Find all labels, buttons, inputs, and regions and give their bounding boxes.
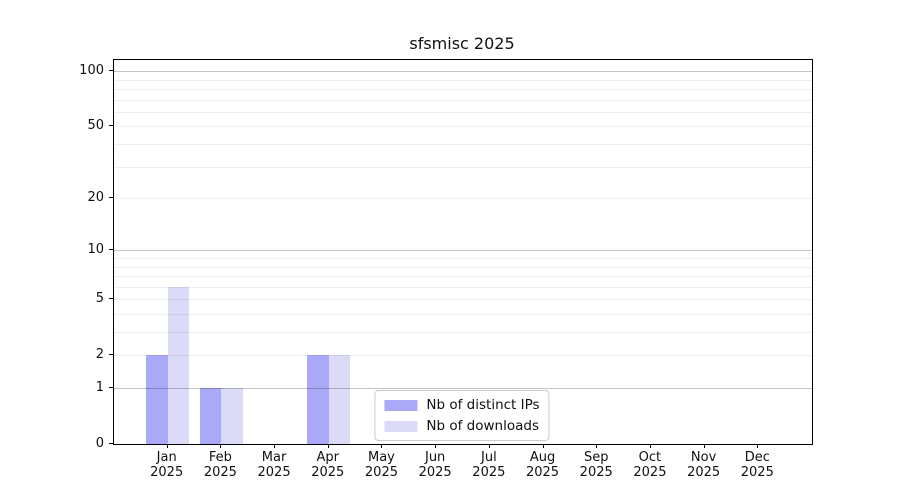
- x-tick-year-oct: 2025: [633, 465, 667, 480]
- legend-label-downloads: Nb of downloads: [426, 418, 539, 434]
- x-tick-mark-feb: [220, 444, 222, 448]
- x-tick-month-may: May: [368, 450, 395, 465]
- y-tick-mark-20: [109, 197, 113, 199]
- x-tick-label-may: May 2025: [351, 450, 411, 480]
- x-tick-year-dec: 2025: [740, 465, 774, 480]
- x-tick-mark-may: [381, 444, 383, 448]
- legend-row-downloads: Nb of downloads: [384, 418, 539, 434]
- bars-layer: [114, 60, 812, 444]
- bar-apr-distinct-ips: [307, 355, 329, 444]
- y-tick-label-5: 5: [95, 290, 104, 306]
- x-tick-year-nov: 2025: [687, 465, 721, 480]
- plot-area: [113, 59, 813, 445]
- y-tick-mark-50: [109, 125, 113, 127]
- x-tick-year-sep: 2025: [579, 465, 613, 480]
- y-tick-mark-10: [109, 249, 113, 251]
- y-tick-mark-100: [109, 70, 113, 72]
- x-tick-year-mar: 2025: [257, 465, 291, 480]
- x-tick-month-jun: Jun: [424, 450, 446, 465]
- x-tick-year-jul: 2025: [472, 465, 506, 480]
- x-tick-mark-nov: [703, 444, 705, 448]
- x-tick-label-oct: Oct 2025: [620, 450, 680, 480]
- x-tick-label-feb: Feb 2025: [190, 450, 250, 480]
- x-tick-year-may: 2025: [364, 465, 398, 480]
- y-tick-label-20: 20: [87, 189, 104, 205]
- x-tick-mark-apr: [327, 444, 329, 448]
- x-tick-month-nov: Nov: [690, 450, 717, 465]
- y-tick-mark-2: [109, 354, 113, 356]
- x-tick-month-aug: Aug: [529, 450, 556, 465]
- x-tick-year-feb: 2025: [203, 465, 237, 480]
- x-tick-label-nov: Nov 2025: [674, 450, 734, 480]
- x-tick-label-aug: Aug 2025: [513, 450, 573, 480]
- x-tick-mark-oct: [649, 444, 651, 448]
- y-tick-label-100: 100: [79, 62, 104, 78]
- bar-apr-downloads: [328, 355, 351, 444]
- x-tick-year-aug: 2025: [525, 465, 560, 480]
- bar-jan-downloads: [167, 286, 190, 444]
- x-tick-month-feb: Feb: [208, 450, 232, 465]
- y-tick-label-2: 2: [95, 346, 104, 362]
- y-tick-label-0: 0: [95, 435, 104, 451]
- bar-feb-distinct-ips: [199, 388, 222, 444]
- x-tick-month-apr: Apr: [316, 450, 340, 465]
- x-tick-month-oct: Oct: [638, 450, 662, 465]
- legend: Nb of distinct IPs Nb of downloads: [374, 390, 550, 441]
- x-tick-year-apr: 2025: [311, 465, 345, 480]
- x-tick-label-jan: Jan 2025: [137, 450, 197, 480]
- x-tick-label-jul: Jul 2025: [459, 450, 519, 480]
- x-tick-mark-jun: [435, 444, 437, 448]
- chart-title: sfsmisc 2025: [409, 34, 515, 53]
- y-tick-mark-1: [109, 387, 113, 388]
- legend-label-distinct-ips: Nb of distinct IPs: [426, 397, 540, 413]
- x-tick-label-dec: Dec 2025: [727, 450, 787, 480]
- x-tick-mark-mar: [274, 444, 276, 448]
- x-tick-label-sep: Sep 2025: [566, 450, 626, 480]
- x-tick-mark-jul: [488, 444, 490, 448]
- y-tick-mark-0: [109, 443, 113, 444]
- x-tick-month-mar: Mar: [261, 450, 287, 465]
- y-tick-label-1: 1: [95, 379, 104, 395]
- legend-swatch-distinct-ips: [384, 399, 418, 411]
- legend-row-distinct-ips: Nb of distinct IPs: [384, 397, 540, 413]
- x-tick-month-sep: Sep: [583, 450, 609, 465]
- x-tick-month-jan: Jan: [156, 450, 177, 465]
- bar-feb-downloads: [221, 388, 243, 444]
- x-tick-mark-dec: [757, 444, 759, 448]
- x-tick-mark-jan: [166, 444, 168, 448]
- y-tick-mark-5: [109, 298, 113, 300]
- y-tick-label-50: 50: [87, 117, 104, 133]
- x-tick-year-jun: 2025: [418, 465, 452, 480]
- legend-swatch-downloads: [384, 420, 418, 432]
- x-tick-mark-sep: [596, 444, 598, 448]
- x-tick-label-jun: Jun 2025: [405, 450, 465, 480]
- x-tick-year-jan: 2025: [150, 465, 184, 480]
- x-tick-month-dec: Dec: [744, 450, 770, 465]
- bar-jan-distinct-ips: [146, 355, 168, 444]
- y-tick-label-10: 10: [87, 241, 104, 257]
- x-tick-mark-aug: [542, 444, 544, 448]
- x-tick-label-mar: Mar 2025: [244, 450, 304, 480]
- x-tick-month-jul: Jul: [481, 450, 497, 465]
- x-tick-label-apr: Apr 2025: [298, 450, 358, 480]
